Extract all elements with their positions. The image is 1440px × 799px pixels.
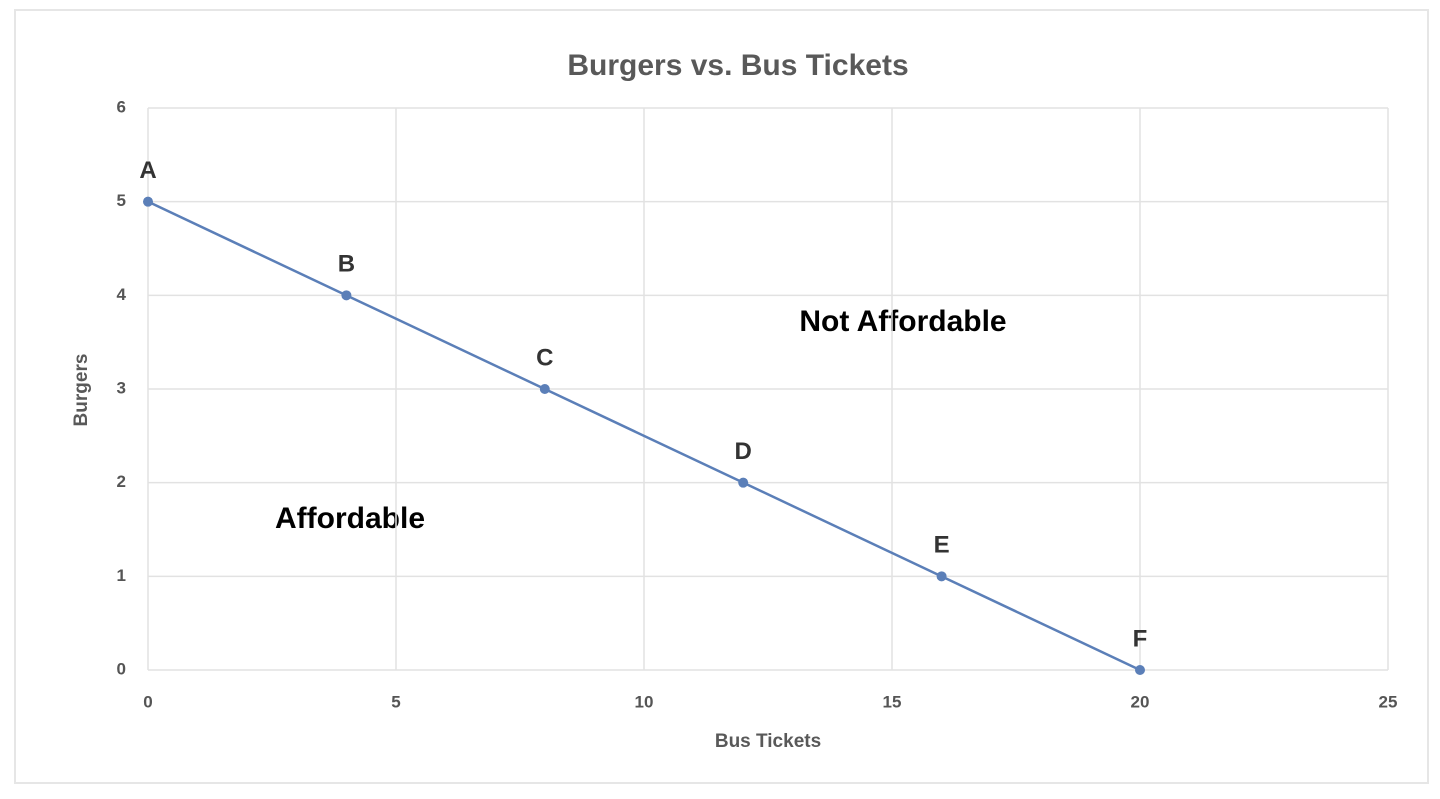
point-label: C — [536, 344, 553, 371]
point-label: E — [934, 532, 950, 559]
annotation: Affordable — [275, 502, 425, 535]
point-label: A — [139, 157, 156, 184]
y-axis-label: Burgers — [71, 354, 92, 427]
y-tick-label: 0 — [117, 659, 126, 678]
data-line — [147, 200, 1141, 672]
data-point — [936, 571, 947, 582]
data-point — [1135, 665, 1145, 675]
chart-frame — [14, 9, 1429, 784]
data-point — [539, 384, 550, 394]
x-tick-label: 20 — [1131, 692, 1150, 711]
y-tick-label: 5 — [117, 191, 126, 210]
x-tick-label: 15 — [883, 692, 902, 711]
annotation: Not Affordable — [799, 305, 1006, 338]
y-tick-label: 3 — [117, 378, 126, 397]
data-point — [738, 477, 749, 488]
y-tick-label: 2 — [117, 472, 126, 491]
chart-title: Burgers vs. Bus Tickets — [567, 49, 908, 82]
y-tick-label: 1 — [117, 566, 126, 585]
y-tick-label: 4 — [117, 285, 127, 304]
y-tick-label: 6 — [117, 97, 126, 116]
x-tick-label: 5 — [391, 692, 400, 711]
point-label: B — [338, 251, 355, 278]
x-tick-label: 10 — [635, 692, 654, 711]
data-point — [143, 196, 153, 207]
data-point — [341, 290, 352, 301]
x-tick-label: 25 — [1379, 692, 1398, 711]
point-label: F — [1133, 625, 1148, 652]
x-axis-label: Bus Tickets — [715, 731, 821, 752]
point-label: D — [735, 438, 752, 465]
x-tick-label: 0 — [143, 692, 152, 711]
